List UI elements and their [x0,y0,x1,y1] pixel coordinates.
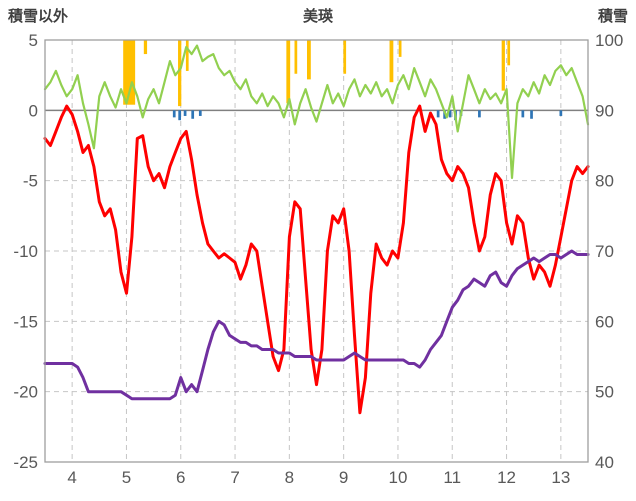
y-right-tick-label: 90 [595,101,614,120]
y-right-tick-label: 50 [595,383,614,402]
y-right-tick-label: 80 [595,172,614,191]
green-line [43,44,590,179]
y-left-tick-label: -15 [13,312,38,331]
orange-bar [507,40,511,66]
y-left-tick-label: -25 [13,453,38,472]
orange-bar [143,40,148,55]
blue-bar [521,110,525,118]
orange-bar [294,40,298,74]
x-tick-label: 7 [230,468,239,487]
y-right-tick-label: 100 [595,31,623,50]
orange-bar [501,40,505,91]
orange-bar [185,40,189,71]
x-tick-label: 13 [551,468,570,487]
blue-bar [436,110,440,118]
x-tick-label: 10 [388,468,407,487]
blue-bar [198,110,202,116]
orange-bar [389,40,394,83]
y-left-tick-label: 5 [29,31,38,50]
x-tick-label: 12 [497,468,516,487]
plot-border [44,39,589,463]
x-tick-label: 11 [443,468,461,487]
y-left-tick-label: -10 [13,242,38,261]
y-right-tick-label: 70 [595,242,614,261]
x-tick-label: 5 [122,468,131,487]
blue-bar [530,110,533,119]
orange-bar [286,40,291,104]
blue-bar [559,110,563,116]
blue-bar [183,110,187,116]
y-right-tick-label: 40 [595,453,614,472]
left-axis-title: 積雪以外 [8,8,69,25]
x-tick-label: 4 [67,468,76,487]
x-tick-label: 9 [339,468,348,487]
orange-bar [123,40,136,105]
blue-bar [448,110,452,118]
y-left-tick-label: 0 [29,101,38,120]
x-tick-label: 6 [176,468,185,487]
blue-bar [172,110,176,118]
right-axis-title: 積雪 [597,8,628,25]
orange-bar [306,40,311,80]
blue-bar [178,110,182,121]
blue-bar [191,110,195,119]
orange-bar [343,40,347,74]
blue-bar [478,110,481,118]
y-left-tick-label: -20 [13,383,38,402]
orange-bar [178,40,182,107]
red-line [43,104,590,415]
orange-bar [398,40,402,57]
x-tick-label: 8 [285,468,294,487]
y-right-tick-label: 60 [595,312,614,331]
y-left-tick-label: -5 [23,172,38,191]
chart-title: 美瑛 [302,8,333,25]
snow-depth [43,249,590,401]
